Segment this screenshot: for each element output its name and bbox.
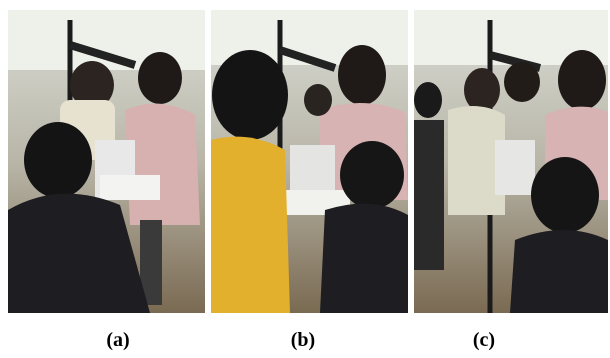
panel-label: (b): [291, 329, 315, 351]
figure: (a) (b) (c): [0, 0, 610, 358]
photo-c: [414, 10, 608, 313]
panel-label: (a): [106, 329, 129, 351]
photo-b: [211, 10, 408, 313]
page: (a) (b) (c) (() => { const data = JSON.p…: [0, 0, 610, 358]
panel-label: (c): [473, 329, 495, 351]
photo-a: [8, 10, 205, 313]
